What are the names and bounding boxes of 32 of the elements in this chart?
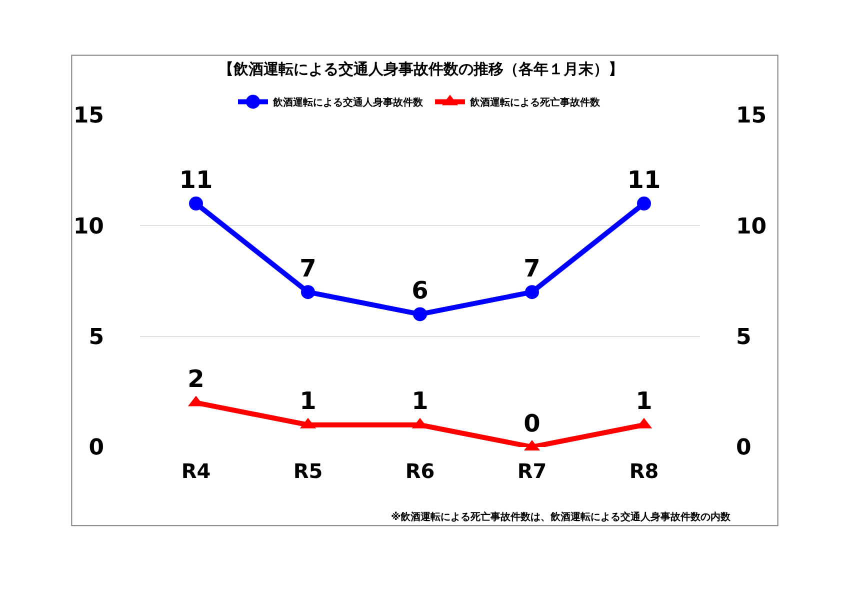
point — [525, 285, 539, 300]
data-label: 1 — [300, 387, 316, 416]
point — [301, 285, 315, 300]
y-tick-label: 10 — [73, 214, 104, 240]
data-label: 7 — [300, 254, 316, 282]
data-label: 1 — [636, 387, 652, 416]
y2-tick-label: 10 — [736, 214, 767, 240]
point — [189, 196, 203, 211]
chart-title: 【飲酒運転による交通人身事故件数の推移（各年１月末）】 — [218, 60, 624, 78]
y2-tick-label: 5 — [736, 325, 752, 350]
y-tick-label: 15 — [73, 104, 104, 129]
point — [637, 196, 651, 211]
point — [413, 307, 427, 322]
x-tick-label: R7 — [517, 459, 547, 483]
x-tick-label: R8 — [629, 459, 659, 483]
x-tick-label: R5 — [293, 459, 323, 483]
legend-label: 飲酒運転による交通人身事故件数 — [272, 96, 424, 109]
data-label: 1 — [412, 387, 428, 416]
data-label: 11 — [627, 166, 661, 194]
y2-tick-label: 15 — [736, 104, 767, 129]
x-tick-label: R6 — [405, 459, 435, 483]
legend-label: 飲酒運転による死亡事故件数 — [469, 96, 601, 109]
y-tick-label: 5 — [88, 325, 104, 350]
y2-tick-label: 0 — [736, 436, 752, 461]
x-tick-label: R4 — [181, 459, 211, 483]
data-label: 2 — [188, 364, 204, 393]
data-label: 7 — [524, 254, 540, 282]
y-tick-label: 0 — [88, 436, 104, 461]
data-label: 6 — [412, 276, 428, 304]
data-label: 11 — [179, 166, 213, 194]
data-label: 0 — [524, 409, 540, 438]
text: ※飲酒運転による死亡事故件数は、飲酒運転による交通人身事故件数の内数 — [391, 511, 732, 523]
